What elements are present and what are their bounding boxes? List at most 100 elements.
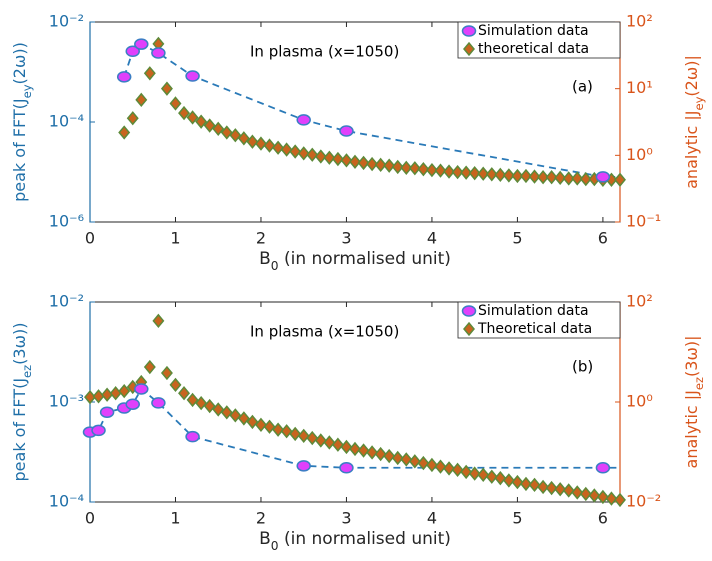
data-point bbox=[203, 118, 216, 133]
data-point bbox=[272, 140, 285, 155]
data-point bbox=[323, 150, 336, 165]
data-point bbox=[408, 454, 421, 469]
legend-marker bbox=[463, 321, 475, 337]
data-point bbox=[306, 430, 319, 446]
data-point bbox=[579, 171, 592, 187]
data-point bbox=[408, 161, 421, 176]
panel-label: (a) bbox=[572, 78, 593, 96]
data-point bbox=[178, 105, 191, 121]
data-point bbox=[400, 452, 413, 467]
data-point bbox=[323, 435, 336, 450]
data-point bbox=[349, 154, 361, 169]
label-part: peak of FFT(J bbox=[10, 98, 29, 202]
data-point bbox=[374, 446, 387, 462]
data-point bbox=[280, 424, 293, 439]
x-tick-label: 3 bbox=[341, 229, 351, 248]
x-axis-label: B0 (in normalised unit) bbox=[259, 249, 451, 273]
data-point bbox=[118, 125, 131, 140]
data-point bbox=[391, 159, 404, 175]
data-point bbox=[296, 460, 311, 472]
y-tick-label: 10⁻² bbox=[49, 12, 84, 31]
data-point bbox=[519, 168, 532, 184]
y-axis-label: peak of FFT(Jey(2ω)) bbox=[10, 42, 34, 202]
data-point bbox=[340, 439, 353, 455]
legend-label: Theoretical data bbox=[477, 321, 592, 337]
data-point bbox=[203, 398, 216, 414]
data-point bbox=[143, 359, 156, 375]
data-point bbox=[588, 488, 601, 503]
data-point bbox=[134, 383, 149, 395]
data-point bbox=[477, 467, 490, 482]
data-point bbox=[494, 167, 507, 183]
data-point bbox=[366, 445, 379, 460]
data-point bbox=[562, 483, 575, 498]
data-point bbox=[357, 155, 370, 171]
label-part: analytic |J bbox=[682, 110, 701, 188]
data-point bbox=[468, 166, 481, 181]
data-point bbox=[178, 386, 191, 401]
data-point bbox=[186, 110, 199, 125]
data-point bbox=[511, 168, 524, 184]
data-point bbox=[306, 147, 319, 162]
data-point bbox=[297, 428, 310, 444]
data-point bbox=[340, 153, 353, 168]
data-point bbox=[614, 172, 626, 187]
data-point bbox=[263, 138, 276, 153]
data-point bbox=[220, 125, 233, 140]
data-point bbox=[254, 136, 267, 151]
data-point bbox=[116, 71, 132, 83]
x-tick-label: 1 bbox=[170, 229, 180, 248]
data-point bbox=[417, 162, 430, 177]
y2-tick-label: 10⁻¹ bbox=[626, 212, 661, 231]
subscript: ey bbox=[692, 96, 706, 110]
subscript: 0 bbox=[271, 259, 279, 273]
data-point bbox=[212, 402, 225, 417]
data-point bbox=[400, 160, 413, 175]
data-point bbox=[477, 166, 490, 181]
data-point bbox=[425, 162, 438, 178]
data-point bbox=[537, 479, 550, 495]
data-point bbox=[614, 492, 626, 508]
y-tick-label: 10⁻⁴ bbox=[49, 492, 84, 511]
data-point bbox=[443, 164, 456, 179]
data-point bbox=[451, 462, 464, 477]
y-tick-label: 10⁻² bbox=[49, 292, 84, 311]
legend-marker bbox=[461, 305, 477, 317]
data-point bbox=[254, 417, 267, 432]
data-point bbox=[195, 114, 208, 129]
data-point bbox=[84, 389, 96, 405]
legend-box bbox=[457, 301, 621, 339]
data-point bbox=[417, 455, 430, 471]
data-point bbox=[118, 383, 131, 399]
data-point bbox=[434, 459, 447, 474]
label-part: (in normalised unit) bbox=[279, 249, 451, 269]
data-point bbox=[289, 144, 302, 159]
y2-tick-label: 10¹ bbox=[626, 78, 653, 97]
data-point bbox=[595, 462, 611, 474]
label-part: (2ω)| bbox=[682, 55, 701, 96]
data-point bbox=[451, 164, 464, 180]
data-point bbox=[460, 464, 473, 480]
data-point bbox=[391, 450, 404, 466]
label-part: B bbox=[259, 249, 271, 269]
legend-label: Simulation data bbox=[478, 23, 589, 39]
data-point bbox=[296, 114, 311, 126]
data-point bbox=[374, 157, 387, 173]
legend-label: Simulation data bbox=[478, 303, 589, 319]
x-tick-label: 4 bbox=[427, 509, 437, 528]
data-point bbox=[485, 469, 498, 484]
data-point bbox=[366, 156, 379, 172]
y2-tick-label: 10⁻² bbox=[626, 492, 661, 511]
data-point bbox=[383, 448, 396, 464]
data-point bbox=[143, 66, 156, 81]
y2-axis-label: analytic |Jez(3ω)| bbox=[682, 336, 706, 469]
data-point bbox=[297, 146, 310, 161]
y-axis-label: peak of FFT(Jez(3ω)) bbox=[10, 323, 34, 482]
data-point bbox=[331, 437, 344, 452]
data-point bbox=[485, 167, 498, 182]
legend-marker bbox=[461, 25, 477, 37]
data-point bbox=[605, 491, 618, 506]
data-point bbox=[237, 131, 250, 146]
data-point bbox=[186, 392, 199, 408]
